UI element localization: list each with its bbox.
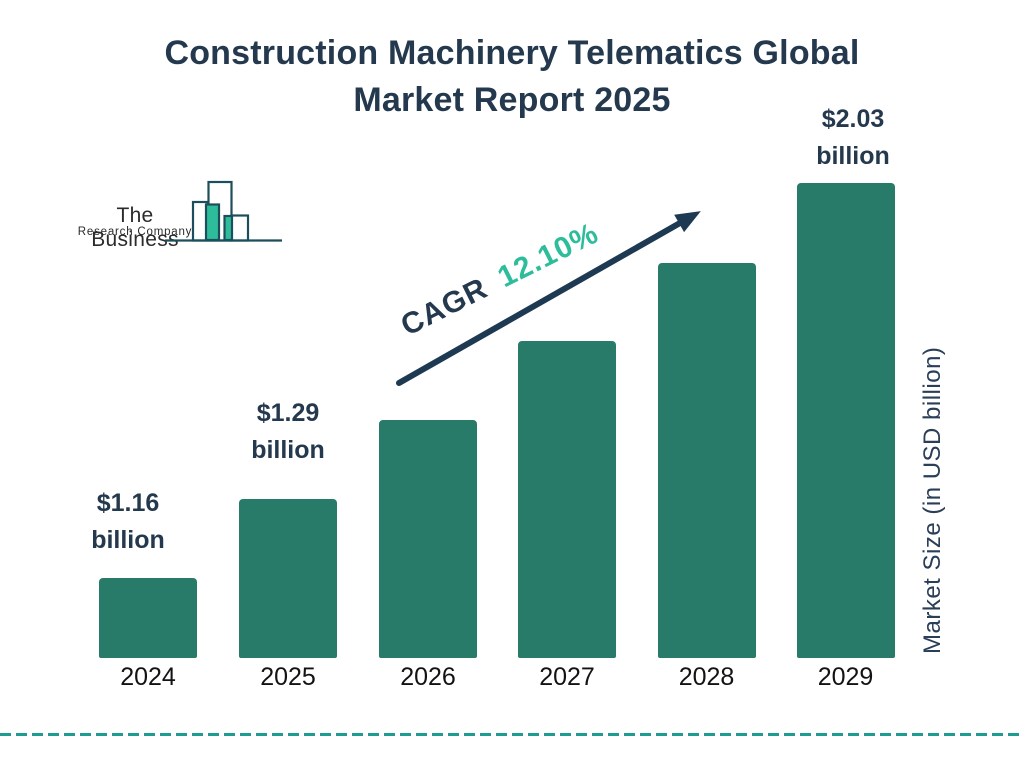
bar-2028: [657, 263, 756, 658]
x-axis-label-2026: 2026: [400, 663, 456, 691]
x-axis-label-2027: 2027: [539, 663, 595, 691]
x-axis-label-2024: 2024: [120, 663, 176, 691]
value-label-$1.16: $1.16 billion: [91, 489, 165, 554]
x-axis-label-2028: 2028: [678, 663, 735, 691]
value-label-$2.03: $2.03 billion: [816, 105, 890, 170]
logo-company-subname: Research Company: [77, 226, 193, 238]
chart-title-line1: Construction Machinery Telematics Global: [164, 34, 860, 72]
bar-2024: [99, 578, 197, 658]
cagr-label: CAGR: [395, 271, 494, 343]
bar-2029: [796, 183, 895, 658]
x-axis-label-2029: 2029: [817, 663, 874, 691]
logo-company-name: The Business: [91, 204, 179, 251]
chart-title: Construction Machinery Telematics Global…: [0, 30, 1024, 124]
chart-title-line2: Market Report 2025: [353, 81, 671, 119]
bar-2025: [239, 499, 337, 658]
cagr-value: 12.10%: [492, 216, 604, 295]
logo-bar-chart-icon: [165, 180, 282, 242]
y-axis-label: Market Size (in USD billion): [919, 346, 946, 654]
bar-2026: [379, 420, 477, 658]
bottom-dashed-divider: [0, 733, 1024, 736]
value-label-$1.29: $1.29 billion: [251, 399, 325, 464]
x-axis-label-2025: 2025: [260, 663, 316, 691]
bar-2027: [518, 341, 616, 658]
